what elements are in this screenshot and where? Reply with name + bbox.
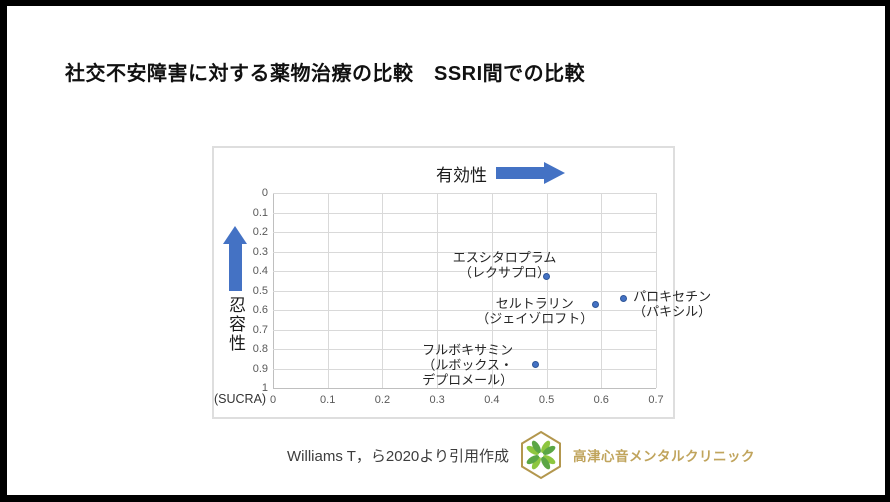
clinic-logo-hexagon-clover-icon bbox=[520, 430, 561, 480]
up-arrow-head bbox=[223, 226, 247, 244]
gridline-y bbox=[273, 212, 656, 214]
right-arrow-shaft bbox=[496, 167, 544, 179]
gridline-y bbox=[273, 232, 656, 233]
plot-area: エスシタロプラム （レクサプロ） パロキセチン （パキシル） セルトラリン （ジェイ… bbox=[273, 193, 711, 389]
y-tick-label: 0.5 bbox=[252, 284, 268, 297]
x-tick-label: 0.7 bbox=[648, 394, 664, 406]
gridline-y bbox=[273, 271, 656, 272]
y-tick-label: 0.3 bbox=[252, 245, 268, 258]
data-point-label-パロキセチン: パロキセチン （パキシル） bbox=[633, 289, 712, 320]
x-tick-label: 0.3 bbox=[429, 394, 445, 406]
gridline-y bbox=[273, 388, 656, 389]
data-point-エスシタロプラム bbox=[543, 273, 551, 281]
x-tick-label: 0.5 bbox=[538, 394, 555, 406]
gridline-x bbox=[656, 193, 657, 388]
y-tick-label: 0.7 bbox=[252, 323, 268, 336]
y-tick-label: 0.4 bbox=[252, 265, 268, 277]
x-tick-label: 0.6 bbox=[593, 394, 609, 406]
x-axis-title: 有効性 bbox=[436, 166, 487, 185]
right-arrow-head bbox=[544, 162, 565, 184]
gridline-y bbox=[273, 290, 656, 292]
x-tick-label: 0.4 bbox=[484, 394, 500, 406]
page-title: 社交不安障害に対する薬物治療の比較 SSRI間での比較 bbox=[65, 63, 586, 85]
y-tick-label: 0.1 bbox=[252, 206, 268, 219]
gridline-y bbox=[273, 329, 656, 331]
x-tick-label: 0 bbox=[269, 394, 277, 406]
y-tick-label: 0.9 bbox=[252, 362, 268, 375]
data-point-セルトラリン bbox=[592, 300, 600, 308]
gridline-y bbox=[273, 193, 656, 194]
data-point-label-セルトラリン: セルトラリン （ジェイゾロフト） bbox=[476, 296, 594, 327]
y-tick-label: 0 bbox=[261, 187, 268, 199]
gridline-y bbox=[273, 349, 656, 350]
citation-text: Williams T，ら2020より引用作成 bbox=[287, 447, 509, 465]
y-axis-title: 忍容性 bbox=[226, 296, 245, 353]
data-point-フルボキサミン bbox=[532, 361, 540, 369]
x-tick-label: 0.2 bbox=[374, 394, 391, 406]
y-tick-label: 0.2 bbox=[252, 226, 268, 238]
y-tick-label: 1 bbox=[261, 382, 268, 394]
slide-background: 社交不安障害に対する薬物治療の比較 SSRI間での比較 有効性 忍容性 (SUC… bbox=[7, 6, 885, 495]
clinic-name-text: 高津心音メンタルクリニック bbox=[572, 449, 755, 464]
data-point-label-フルボキサミン: フルボキサミン （ルボックス・ デプロメール） bbox=[422, 342, 514, 388]
chart-card: 有効性 忍容性 (SUCRA) エスシタロプラム （レクサプロ） パロキセチン （… bbox=[212, 146, 711, 419]
footer: Williams T，ら2020より引用作成 bbox=[287, 426, 755, 484]
x-tick-label: 0.1 bbox=[320, 394, 336, 406]
data-point-label-エスシタロプラム: エスシタロプラム （レクサプロ） bbox=[452, 249, 557, 280]
y-tick-label: 0.8 bbox=[252, 343, 268, 355]
y-tick-label: 0.6 bbox=[252, 304, 268, 316]
axis-unit-label: (SUCRA) bbox=[214, 392, 267, 406]
gridline-y bbox=[273, 310, 656, 311]
data-point-パロキセチン bbox=[619, 294, 627, 302]
up-arrow-shaft bbox=[229, 243, 242, 291]
gridline-y bbox=[273, 251, 656, 253]
gridline-y bbox=[273, 368, 656, 370]
